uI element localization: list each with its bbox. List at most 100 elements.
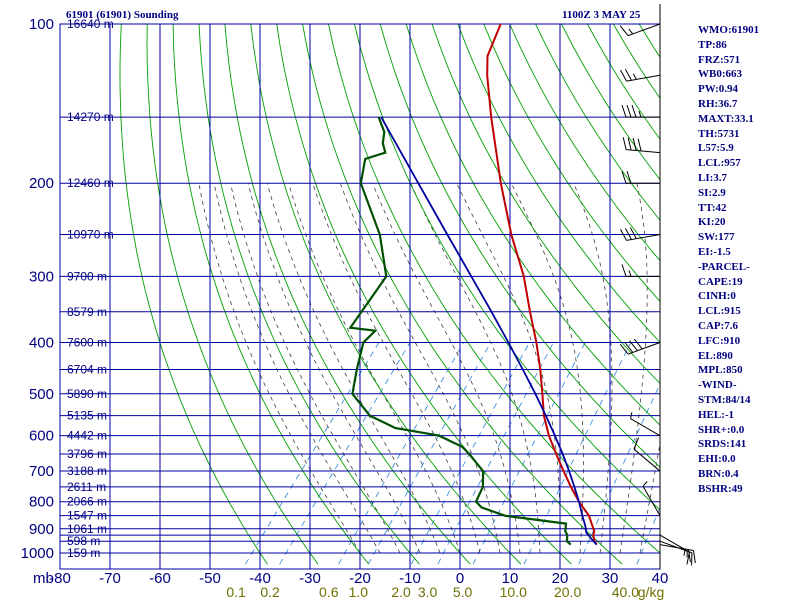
height-label: 3188 m <box>67 464 107 478</box>
index-item: LFC:910 <box>698 334 741 347</box>
wind-barb <box>621 264 660 277</box>
dry-adiabat <box>431 24 660 385</box>
wind-barb-half-flag <box>638 110 642 118</box>
mixing-ratio-label: 2.0 <box>391 584 411 600</box>
temperature-tick-label: 0 <box>456 570 464 587</box>
index-item: CAPE:19 <box>698 275 743 288</box>
wind-barb-staff <box>626 149 661 154</box>
height-label: 1547 m <box>67 509 107 523</box>
mixing-ratio-label: 0.6 <box>319 584 339 600</box>
index-item: KI:20 <box>698 216 726 229</box>
index-item: LCL:957 <box>698 157 741 170</box>
wind-barb-flag <box>627 137 632 151</box>
wind-barb-half-flag <box>630 412 633 419</box>
index-item: TT:42 <box>698 201 727 214</box>
wind-barb-staff <box>627 342 661 355</box>
wind-barb-flag <box>631 104 637 118</box>
wind-barb <box>620 68 661 82</box>
wind-barb-flag <box>629 227 637 239</box>
mixing-ratio-line <box>437 342 554 565</box>
pressure-tick-label: 100 <box>29 16 54 33</box>
dry-adiabat <box>509 24 660 262</box>
wind-barb-half-flag <box>628 270 632 277</box>
dewpoint-profile <box>348 116 572 546</box>
dry-adiabat <box>119 24 268 565</box>
dry-adiabat <box>198 24 420 565</box>
wind-barb-half-flag <box>642 481 648 487</box>
mixing-ratio-label: 3.0 <box>418 584 438 600</box>
temperature-tick-label: -70 <box>99 570 121 587</box>
wind-barb <box>633 437 661 472</box>
pressure-tick-label: 300 <box>29 268 54 285</box>
height-label: 16640 m <box>67 17 114 31</box>
stability-indices-panel: WMO:61901 TP:86 FRZ:571 WB0:663 PW:0.94 RH:36… <box>698 23 759 497</box>
wind-barb-flag <box>624 342 634 353</box>
wind-barb-flag <box>626 171 632 184</box>
dry-adiabat <box>302 24 623 565</box>
station-title: 61901 (61901) Sounding <box>66 9 179 21</box>
wind-barb-flag <box>633 338 643 350</box>
wind-barb-flag <box>688 549 691 563</box>
wind-barb-flag <box>633 437 640 450</box>
wind-barb <box>619 23 661 37</box>
wind-barb-flag <box>632 138 637 151</box>
mixing-ratio-line <box>245 342 380 565</box>
wind-barb-flag <box>620 69 627 82</box>
pressure-temperature-grid <box>59 23 661 570</box>
height-labels: 16640 m 14270 m 12460 m 10970 m 9700 m 8579 m… <box>67 17 114 560</box>
temperature-tick-label: -10 <box>399 570 421 587</box>
wind-barb-flag <box>626 104 632 118</box>
wind-barb <box>621 104 660 118</box>
height-label: 4442 m <box>67 429 107 443</box>
observation-time: 1100Z 3 MAY 25 <box>562 9 641 21</box>
height-label: 5135 m <box>67 409 107 423</box>
index-item: TP:86 <box>698 38 727 51</box>
wind-barb-flag <box>620 229 627 241</box>
pressure-tick-label: 600 <box>29 428 54 445</box>
pressure-tick-label: 1000 <box>21 545 54 562</box>
mixing-ratio-line <box>523 342 632 565</box>
wind-barb-flag <box>621 104 627 118</box>
wind-barb-flag <box>692 550 696 564</box>
index-item: SRDS:141 <box>698 438 747 451</box>
wind-barb <box>622 137 661 154</box>
dry-adiabat <box>146 24 319 565</box>
height-label: 14270 m <box>67 110 114 124</box>
wind-barb-flag <box>637 138 642 152</box>
wind-barb-staff <box>626 234 661 241</box>
parcel-profile <box>380 116 598 546</box>
temperature-tick-label: -20 <box>349 570 371 587</box>
index-item: EHI:0.0 <box>698 453 736 466</box>
moist-adiabat <box>312 183 481 554</box>
moist-adiabat <box>619 183 648 554</box>
index-item: -PARCEL- <box>698 260 750 273</box>
index-item: SHR+:0.0 <box>698 423 745 436</box>
moist-adiabat <box>510 183 584 554</box>
index-item: -WIND- <box>698 379 737 392</box>
index-item: WB0:663 <box>698 68 742 81</box>
temperature-tick-label: 20 <box>552 570 569 587</box>
height-label: 2066 m <box>67 495 107 509</box>
height-label: 3796 m <box>67 447 107 461</box>
index-item: MAXT:33.1 <box>698 112 754 125</box>
wind-barb <box>630 412 661 437</box>
index-item: SI:2.9 <box>698 186 726 199</box>
moist-adiabat <box>639 441 660 554</box>
dry-adiabat <box>172 24 370 565</box>
mixing-ratio-line <box>636 506 660 565</box>
index-item: LI:3.7 <box>698 171 728 184</box>
temperature-tick-label: 30 <box>602 570 619 587</box>
pressure-tick-label: 900 <box>29 521 54 538</box>
wind-barb-staff <box>642 485 661 516</box>
index-item: STM:84/14 <box>698 393 751 406</box>
wind-barbs <box>619 4 696 569</box>
temperature-tick-label: -60 <box>149 570 171 587</box>
index-item: BSHR:49 <box>698 482 743 495</box>
height-label: 5890 m <box>67 387 107 401</box>
pressure-tick-label: 800 <box>29 494 54 511</box>
height-label: 159 m <box>67 546 100 560</box>
index-item: SW:177 <box>698 231 735 244</box>
pressure-unit-label: mb <box>33 570 54 587</box>
height-label: 7600 m <box>67 335 107 349</box>
height-label: 6704 m <box>67 363 107 377</box>
